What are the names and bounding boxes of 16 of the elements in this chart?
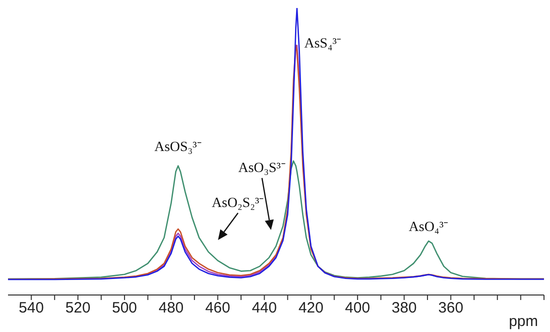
x-tick-label: 540 [18, 300, 44, 317]
annotation: AsO₂S₂³⁻ [212, 196, 264, 211]
annotation: AsS₄³⁻ [304, 36, 342, 52]
x-tick-label: 520 [65, 300, 90, 317]
x-tick-label: 500 [112, 300, 138, 317]
annotation: AsOS₃³⁻ [154, 140, 202, 155]
annotation: AsO₃S³⁻ [238, 161, 286, 176]
x-tick-label: 460 [205, 300, 230, 317]
annotation: AsO₄³⁻ [408, 220, 449, 236]
x-tick-label: 440 [252, 300, 277, 317]
x-tick-label: 420 [298, 300, 324, 317]
x-tick-label: 360 [438, 300, 464, 317]
x-axis-title: ppm [508, 313, 538, 330]
x-tick-label: 400 [345, 300, 370, 317]
x-tick-label: 480 [158, 300, 184, 317]
x-tick-label: 380 [392, 300, 417, 317]
